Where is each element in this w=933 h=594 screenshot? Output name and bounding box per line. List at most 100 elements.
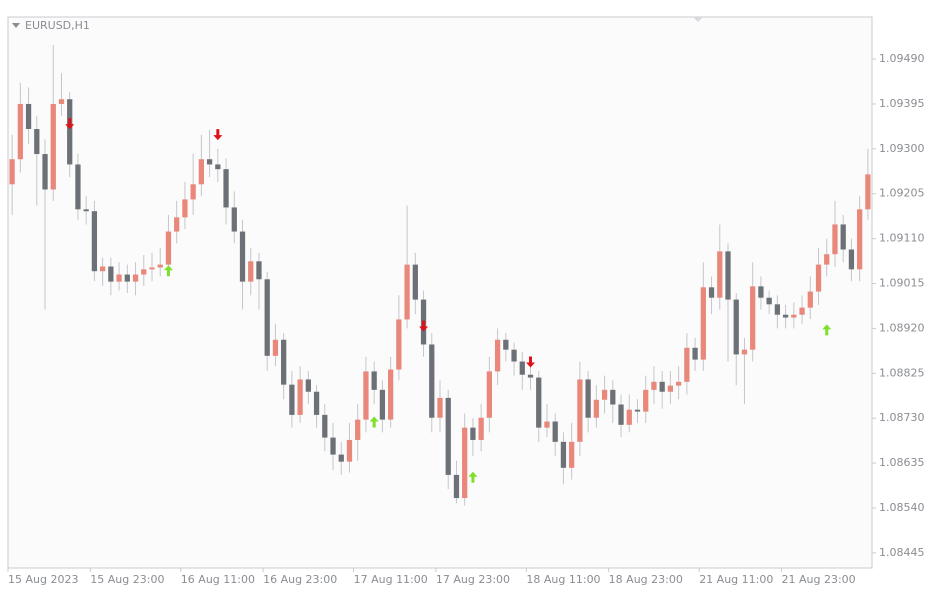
signal-arrow (213, 129, 223, 141)
candle-body (684, 347, 690, 382)
candle-body (264, 279, 270, 356)
candle-body (281, 339, 287, 385)
candle-body (725, 251, 731, 300)
candle-body (675, 381, 682, 386)
candle-body (83, 209, 89, 212)
candle-body (387, 369, 394, 420)
candle-body (536, 377, 542, 428)
y-tick-label: 1.08825 (879, 366, 925, 379)
x-tick-label: 18 Aug 23:00 (609, 573, 683, 586)
candle-body (223, 169, 229, 208)
candle-body (750, 286, 756, 350)
candle-body (824, 254, 830, 265)
x-tick-label: 16 Aug 23:00 (263, 573, 337, 586)
candle-body (363, 371, 369, 420)
candle-body (396, 319, 402, 370)
candle-body (708, 287, 715, 298)
candle-body (667, 385, 674, 392)
candle-body (470, 427, 476, 440)
candle-body (445, 397, 451, 475)
candle-body (782, 314, 789, 318)
shift-marker (693, 17, 703, 22)
candle-body (355, 419, 361, 440)
y-tick-label: 1.09205 (879, 187, 925, 200)
candle-body (231, 207, 237, 232)
candle-body (174, 217, 180, 232)
x-tick-label: 21 Aug 23:00 (781, 573, 855, 586)
candle-body (519, 361, 525, 375)
candle-body (305, 379, 311, 392)
y-tick-label: 1.08445 (879, 546, 925, 559)
y-tick-label: 1.08730 (879, 411, 925, 424)
signal-arrow (822, 324, 832, 336)
candle-body (791, 314, 797, 318)
candle-body (141, 269, 147, 275)
candle-body (840, 224, 846, 250)
candle-body (149, 267, 155, 270)
candle-body (700, 287, 706, 360)
candle-body (857, 209, 863, 270)
candle-body (503, 339, 509, 350)
candle-body (577, 379, 583, 442)
y-tick-label: 1.09300 (879, 142, 925, 155)
candle-body (206, 159, 213, 165)
candle-body (165, 231, 172, 265)
candle-body (815, 264, 822, 292)
candle-body (593, 399, 599, 418)
candle-body (124, 274, 130, 282)
candle-body (289, 384, 295, 415)
candle-body (116, 274, 122, 282)
signal-arrow (163, 265, 173, 277)
candle-body (157, 264, 163, 268)
y-tick-label: 1.09110 (879, 232, 925, 245)
signal-arrow (526, 356, 536, 368)
candle-body (42, 154, 48, 190)
y-tick-label: 1.08540 (879, 501, 925, 514)
candle-body (774, 304, 781, 315)
candle-body (610, 389, 616, 405)
candle-body (215, 164, 221, 170)
candle-body (659, 381, 665, 392)
candle-body (75, 164, 81, 210)
candle-body (643, 389, 649, 412)
candle-body (807, 291, 813, 308)
candle-body (494, 339, 501, 372)
candle-body (338, 454, 344, 462)
candle-body (91, 211, 98, 272)
y-tick-label: 1.09395 (879, 97, 925, 110)
candle-body (601, 389, 608, 400)
candle-body (322, 414, 328, 438)
candle-body (692, 347, 698, 360)
candle-body (741, 349, 748, 355)
candle-body (429, 344, 435, 418)
candle-body (67, 99, 73, 165)
candle-body (478, 417, 484, 440)
candle-body (346, 439, 353, 462)
candle-body (25, 103, 32, 129)
candle-body (453, 474, 460, 499)
candle-body (569, 441, 575, 468)
candle-body (560, 441, 567, 468)
y-tick-label: 1.08635 (879, 456, 925, 469)
candle-body (758, 286, 764, 298)
candle-body (651, 381, 657, 390)
candle-body (198, 159, 205, 185)
candle-body (585, 379, 591, 418)
candle-body (371, 371, 377, 390)
candle-body (50, 103, 56, 190)
candle-body (412, 264, 418, 300)
symbol-title: EURUSD,H1 (25, 19, 90, 32)
candle-body (313, 391, 320, 415)
x-tick-label: 21 Aug 11:00 (699, 573, 773, 586)
signal-arrow (419, 320, 429, 332)
candle-body (256, 261, 262, 280)
candle-body (799, 307, 805, 315)
x-tick-label: 16 Aug 11:00 (181, 573, 255, 586)
x-tick-label: 17 Aug 23:00 (436, 573, 510, 586)
menu-triangle[interactable] (12, 23, 20, 28)
candle-body (132, 274, 139, 282)
candle-body (618, 404, 624, 425)
candle-body (766, 297, 772, 305)
candle-body (511, 349, 517, 362)
candle-body (99, 266, 106, 272)
